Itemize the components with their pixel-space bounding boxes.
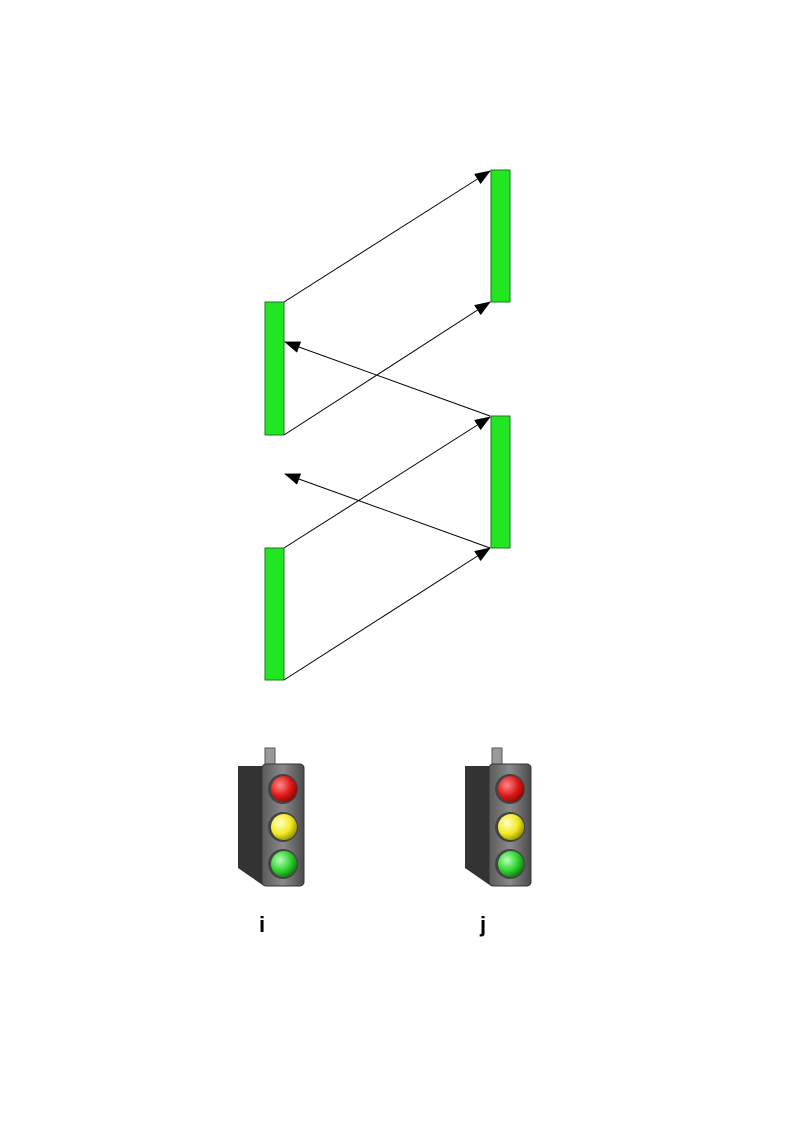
arrow-i-to-j-1 [283,170,491,303]
traffic-light-icon [465,747,532,887]
node-label-j: j [480,912,487,937]
block-j-1 [490,169,511,303]
arrow-j-to-i-2 [284,473,491,549]
arrow-i-to-j-2 [283,301,491,436]
block-j-2 [490,415,511,549]
arrow-i-to-j-3 [283,416,491,549]
node-label-i: i [259,912,266,937]
arrow-i-to-j-4 [283,547,491,681]
traffic-light-icon [238,747,305,887]
block-i-1 [264,301,285,436]
arrow-j-to-i-1 [284,341,491,417]
block-i-2 [264,547,285,681]
